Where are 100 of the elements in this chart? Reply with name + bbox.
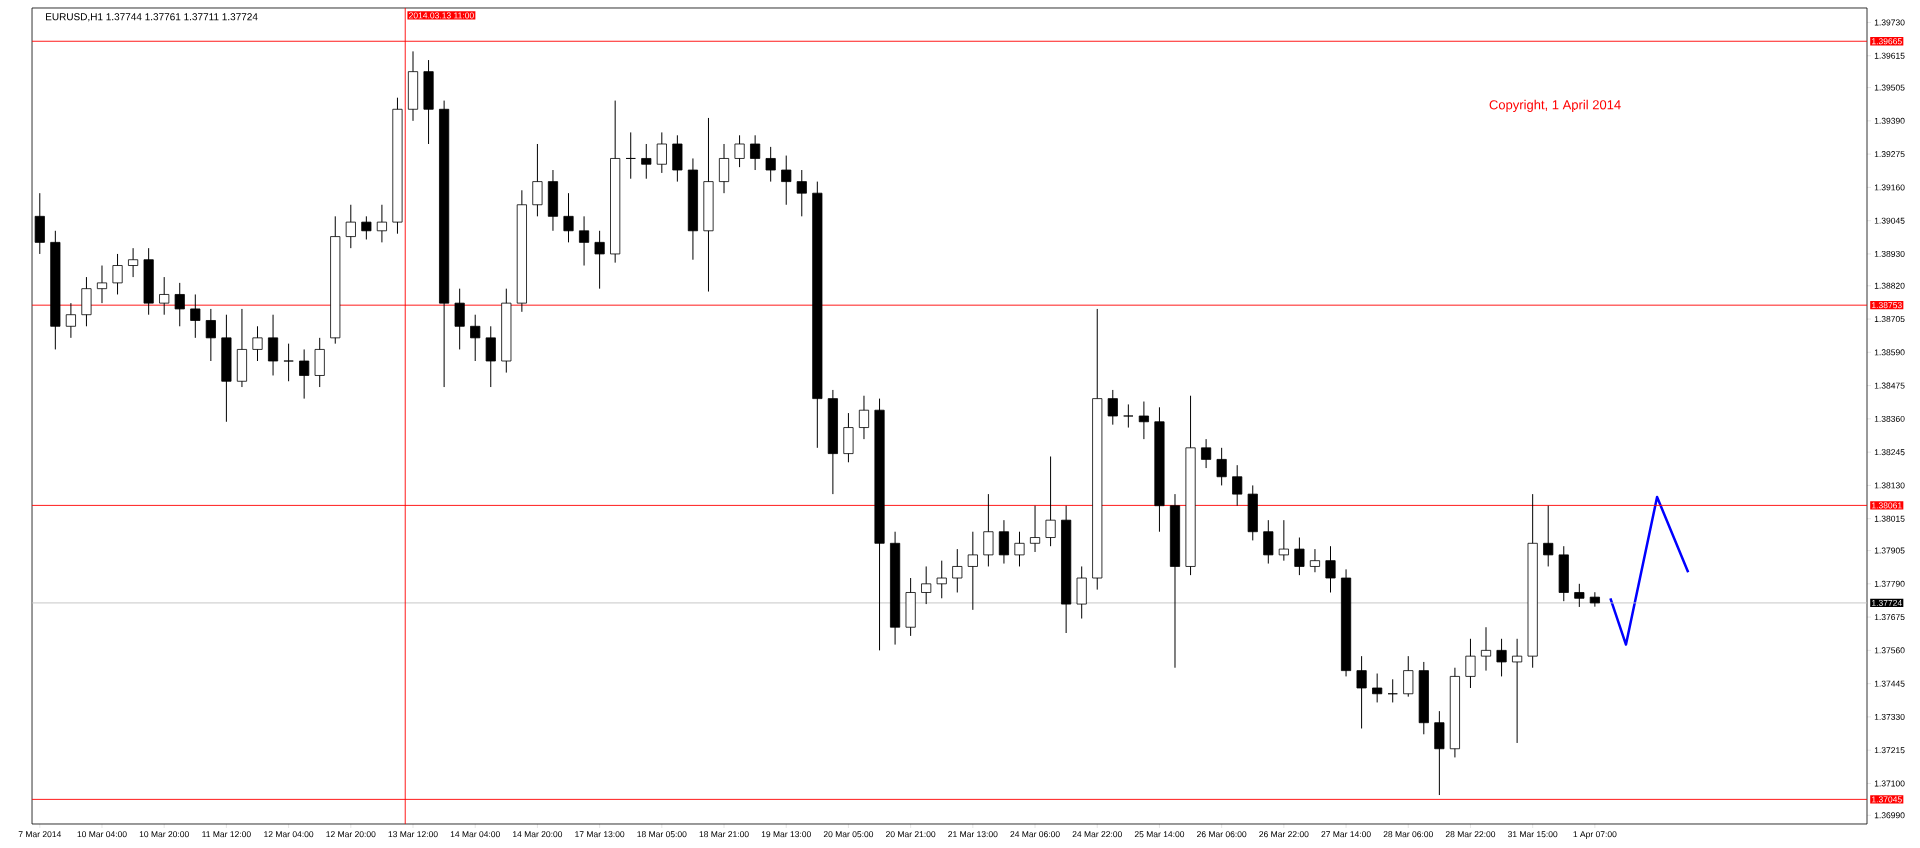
x-tick-label: 12 Mar 20:00	[326, 831, 376, 838]
candlestick	[299, 348, 310, 400]
candlestick	[656, 131, 667, 174]
candlestick	[625, 131, 636, 180]
ref-line-label: 1.38753	[1872, 302, 1902, 309]
y-tick-label: 1.38590	[1874, 349, 1905, 356]
candlestick	[1278, 519, 1289, 562]
candlestick	[718, 143, 730, 194]
ref-line-label: 1.37724	[1872, 599, 1902, 606]
y-tick-label: 1.37905	[1874, 547, 1905, 554]
candlestick	[376, 204, 387, 243]
x-tick-label: 24 Mar 06:00	[1010, 831, 1060, 838]
y-tick-label: 1.38245	[1874, 449, 1905, 456]
candlestick	[174, 282, 185, 327]
y-tick-label: 1.37675	[1874, 614, 1905, 621]
x-tick-label: 10 Mar 04:00	[77, 831, 127, 838]
candlestick	[112, 253, 123, 295]
candlestick	[579, 215, 590, 267]
candlestick	[1232, 464, 1243, 507]
x-tick-label: 13 Mar 12:00	[388, 831, 438, 838]
candlestick	[1216, 447, 1227, 486]
y-tick-label: 1.38820	[1874, 282, 1905, 289]
candlestick	[967, 531, 978, 611]
x-tick-label: 12 Mar 04:00	[264, 831, 314, 838]
ref-line-label: 1.38061	[1872, 502, 1902, 509]
candlestick	[1543, 505, 1554, 567]
y-tick-label: 1.37100	[1874, 780, 1905, 787]
y-tick-label: 1.39615	[1874, 52, 1905, 59]
candlestick	[1496, 638, 1507, 677]
candlestick	[921, 565, 932, 605]
candlestick	[1387, 678, 1398, 703]
ref-line-label: 2014.03.13 11:00	[409, 12, 474, 19]
candlestick	[96, 265, 108, 304]
candlestick	[1263, 519, 1274, 565]
y-tick-label: 1.37560	[1874, 647, 1905, 654]
x-tick-label: 28 Mar 22:00	[1445, 831, 1496, 838]
candlestick	[952, 548, 963, 593]
y-tick-label: 1.39045	[1874, 217, 1905, 224]
x-tick-label: 11 Mar 12:00	[202, 831, 251, 838]
x-tick-label: 20 Mar 21:00	[886, 831, 936, 838]
x-tick-label: 25 Mar 14:00	[1134, 831, 1185, 838]
candlestick	[470, 314, 481, 362]
y-tick-label: 1.37215	[1874, 747, 1905, 754]
candlestick	[1123, 403, 1134, 429]
x-tick-label: 27 Mar 14:00	[1321, 831, 1371, 838]
candlestick	[205, 308, 216, 362]
candlestick	[734, 134, 745, 168]
candlestick	[485, 325, 496, 388]
ref-line-label: 1.37045	[1872, 796, 1902, 803]
y-tick-label: 1.38130	[1874, 482, 1905, 489]
candlestick	[594, 230, 605, 290]
x-tick-label: 18 Mar 21:00	[699, 831, 749, 838]
y-tick-label: 1.37445	[1874, 680, 1905, 687]
y-tick-label: 1.37330	[1874, 713, 1905, 720]
candlestick	[1201, 438, 1212, 469]
candlestick	[781, 155, 792, 206]
x-tick-label: 17 Mar 13:00	[575, 831, 625, 838]
y-tick-label: 1.36990	[1874, 812, 1905, 819]
ref-line-label: 1.39665	[1872, 38, 1902, 45]
candlestick	[532, 143, 543, 217]
candlestick	[1512, 638, 1523, 744]
x-tick-label: 26 Mar 06:00	[1197, 831, 1247, 838]
candlestick	[858, 395, 870, 440]
candlestick	[252, 325, 263, 362]
candlestick	[159, 276, 170, 316]
candlestick	[641, 143, 652, 180]
candlestick	[1309, 548, 1321, 573]
y-tick-label: 1.39730	[1874, 19, 1905, 26]
candlestick	[283, 343, 294, 382]
candlestick	[936, 560, 947, 599]
y-tick-label: 1.39275	[1874, 151, 1905, 158]
x-tick-label: 7 Mar 2014	[18, 831, 62, 838]
candlestick	[128, 247, 139, 278]
y-tick-label: 1.38930	[1874, 250, 1905, 257]
y-tick-label: 1.39160	[1874, 184, 1905, 191]
x-tick-label: 10 Mar 20:00	[139, 831, 189, 838]
y-tick-label: 1.37790	[1874, 580, 1905, 587]
candlestick	[1403, 655, 1414, 698]
x-tick-label: 31 Mar 15:00	[1507, 831, 1558, 838]
candlestick	[750, 134, 761, 171]
x-tick-label: 19 Mar 13:00	[761, 831, 811, 838]
candlestick	[1138, 401, 1149, 440]
candlestick	[1480, 626, 1492, 672]
x-tick-label: 14 Mar 20:00	[513, 831, 563, 838]
candlestick	[1014, 531, 1025, 567]
candlestick	[765, 146, 776, 183]
candlestick	[983, 493, 994, 567]
x-tick-label: 26 Mar 22:00	[1259, 831, 1309, 838]
candlestick	[454, 288, 465, 350]
y-tick-label: 1.38475	[1874, 382, 1905, 389]
x-tick-label: 21 Mar 13:00	[948, 831, 998, 838]
x-tick-label: 18 Mar 05:00	[637, 831, 687, 838]
candlestick	[345, 204, 356, 249]
x-tick-label: 24 Mar 22:00	[1072, 831, 1122, 838]
candlestick	[1574, 583, 1585, 608]
candlestick	[361, 215, 372, 240]
x-tick-label: 28 Mar 06:00	[1383, 831, 1433, 838]
y-tick-label: 1.38015	[1874, 515, 1905, 522]
annotation: Copyright, 1 April 2014	[1489, 99, 1621, 112]
y-tick-label: 1.39390	[1874, 117, 1905, 124]
